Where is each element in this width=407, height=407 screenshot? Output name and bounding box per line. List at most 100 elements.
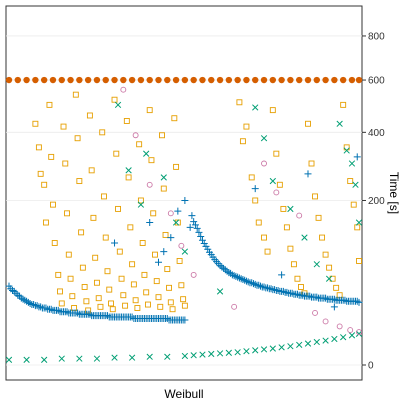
data-point — [296, 76, 303, 84]
data-point — [225, 269, 233, 277]
data-point — [340, 334, 347, 341]
data-point — [111, 354, 118, 361]
data-point — [167, 234, 175, 242]
data-point — [137, 201, 145, 208]
data-point — [255, 281, 263, 289]
data-point — [319, 234, 326, 241]
data-point — [235, 274, 243, 282]
data-point — [37, 303, 45, 311]
data-point — [111, 96, 118, 103]
data-point — [312, 193, 318, 200]
data-point — [104, 268, 111, 275]
data-point — [166, 284, 173, 291]
data-point — [298, 284, 304, 290]
data-point — [32, 76, 39, 84]
data-point — [350, 201, 357, 208]
data-point — [108, 300, 114, 307]
data-point — [178, 282, 185, 289]
data-point — [191, 221, 199, 229]
data-point — [331, 335, 338, 343]
data-point — [260, 346, 268, 353]
x-axis-title: Weibull — [164, 387, 203, 401]
data-point — [353, 297, 361, 305]
data-point — [241, 276, 249, 284]
data-point — [41, 356, 48, 363]
data-point — [111, 76, 118, 84]
data-point — [116, 248, 123, 255]
data-point — [32, 120, 39, 127]
data-point — [79, 264, 86, 271]
data-point — [160, 174, 167, 181]
data-point — [252, 347, 259, 354]
data-point — [299, 291, 307, 299]
data-point — [162, 231, 169, 238]
data-point — [111, 239, 119, 247]
data-point — [197, 233, 205, 241]
data-point — [172, 76, 180, 84]
data-point — [231, 303, 238, 310]
data-point — [252, 76, 259, 84]
data-point — [239, 138, 246, 145]
data-point — [243, 76, 250, 84]
data-point — [76, 178, 83, 185]
data-point — [181, 316, 189, 324]
data-point — [273, 189, 280, 196]
data-point — [35, 144, 42, 151]
data-point — [293, 290, 301, 298]
data-point — [7, 285, 15, 293]
data-point — [157, 303, 164, 310]
data-point — [190, 352, 197, 359]
data-point — [164, 76, 171, 84]
data-point — [132, 297, 139, 304]
data-point — [101, 193, 107, 200]
data-point — [204, 245, 212, 253]
data-point — [173, 163, 180, 170]
series-0 — [5, 76, 363, 84]
data-point — [278, 344, 285, 351]
data-point — [99, 129, 106, 136]
data-point — [252, 197, 259, 204]
data-point — [62, 160, 69, 167]
data-point — [269, 76, 277, 84]
y-tick-label: 800 — [368, 31, 385, 42]
data-point — [294, 275, 301, 282]
data-point — [146, 76, 153, 84]
data-point — [57, 288, 63, 295]
data-point — [239, 276, 247, 284]
data-point — [264, 248, 271, 255]
data-point — [193, 224, 201, 232]
data-point — [330, 303, 338, 311]
data-point — [356, 257, 362, 264]
data-point — [261, 234, 267, 241]
data-point — [288, 289, 296, 297]
data-point — [273, 150, 280, 157]
data-point — [146, 219, 154, 227]
data-point — [46, 101, 53, 108]
data-point — [208, 76, 215, 84]
data-point — [276, 181, 283, 188]
data-point — [322, 318, 329, 325]
data-point — [341, 296, 349, 304]
data-point — [251, 185, 259, 193]
data-point — [76, 355, 83, 362]
data-point — [154, 258, 162, 266]
data-point — [109, 306, 116, 313]
data-point — [312, 310, 318, 316]
data-point — [23, 76, 30, 84]
grid — [6, 35, 362, 366]
data-point — [103, 312, 111, 320]
y-tick-label: 400 — [368, 128, 385, 139]
data-point — [248, 174, 255, 181]
data-point — [153, 278, 160, 285]
data-point — [269, 345, 276, 352]
data-point — [37, 170, 44, 177]
data-point — [150, 210, 157, 217]
data-point — [47, 305, 55, 313]
data-point — [88, 167, 95, 174]
data-point — [139, 240, 146, 246]
data-point — [287, 343, 294, 350]
data-point — [329, 275, 336, 282]
data-point — [331, 76, 338, 84]
data-point — [322, 251, 329, 258]
series-2 — [5, 153, 363, 324]
